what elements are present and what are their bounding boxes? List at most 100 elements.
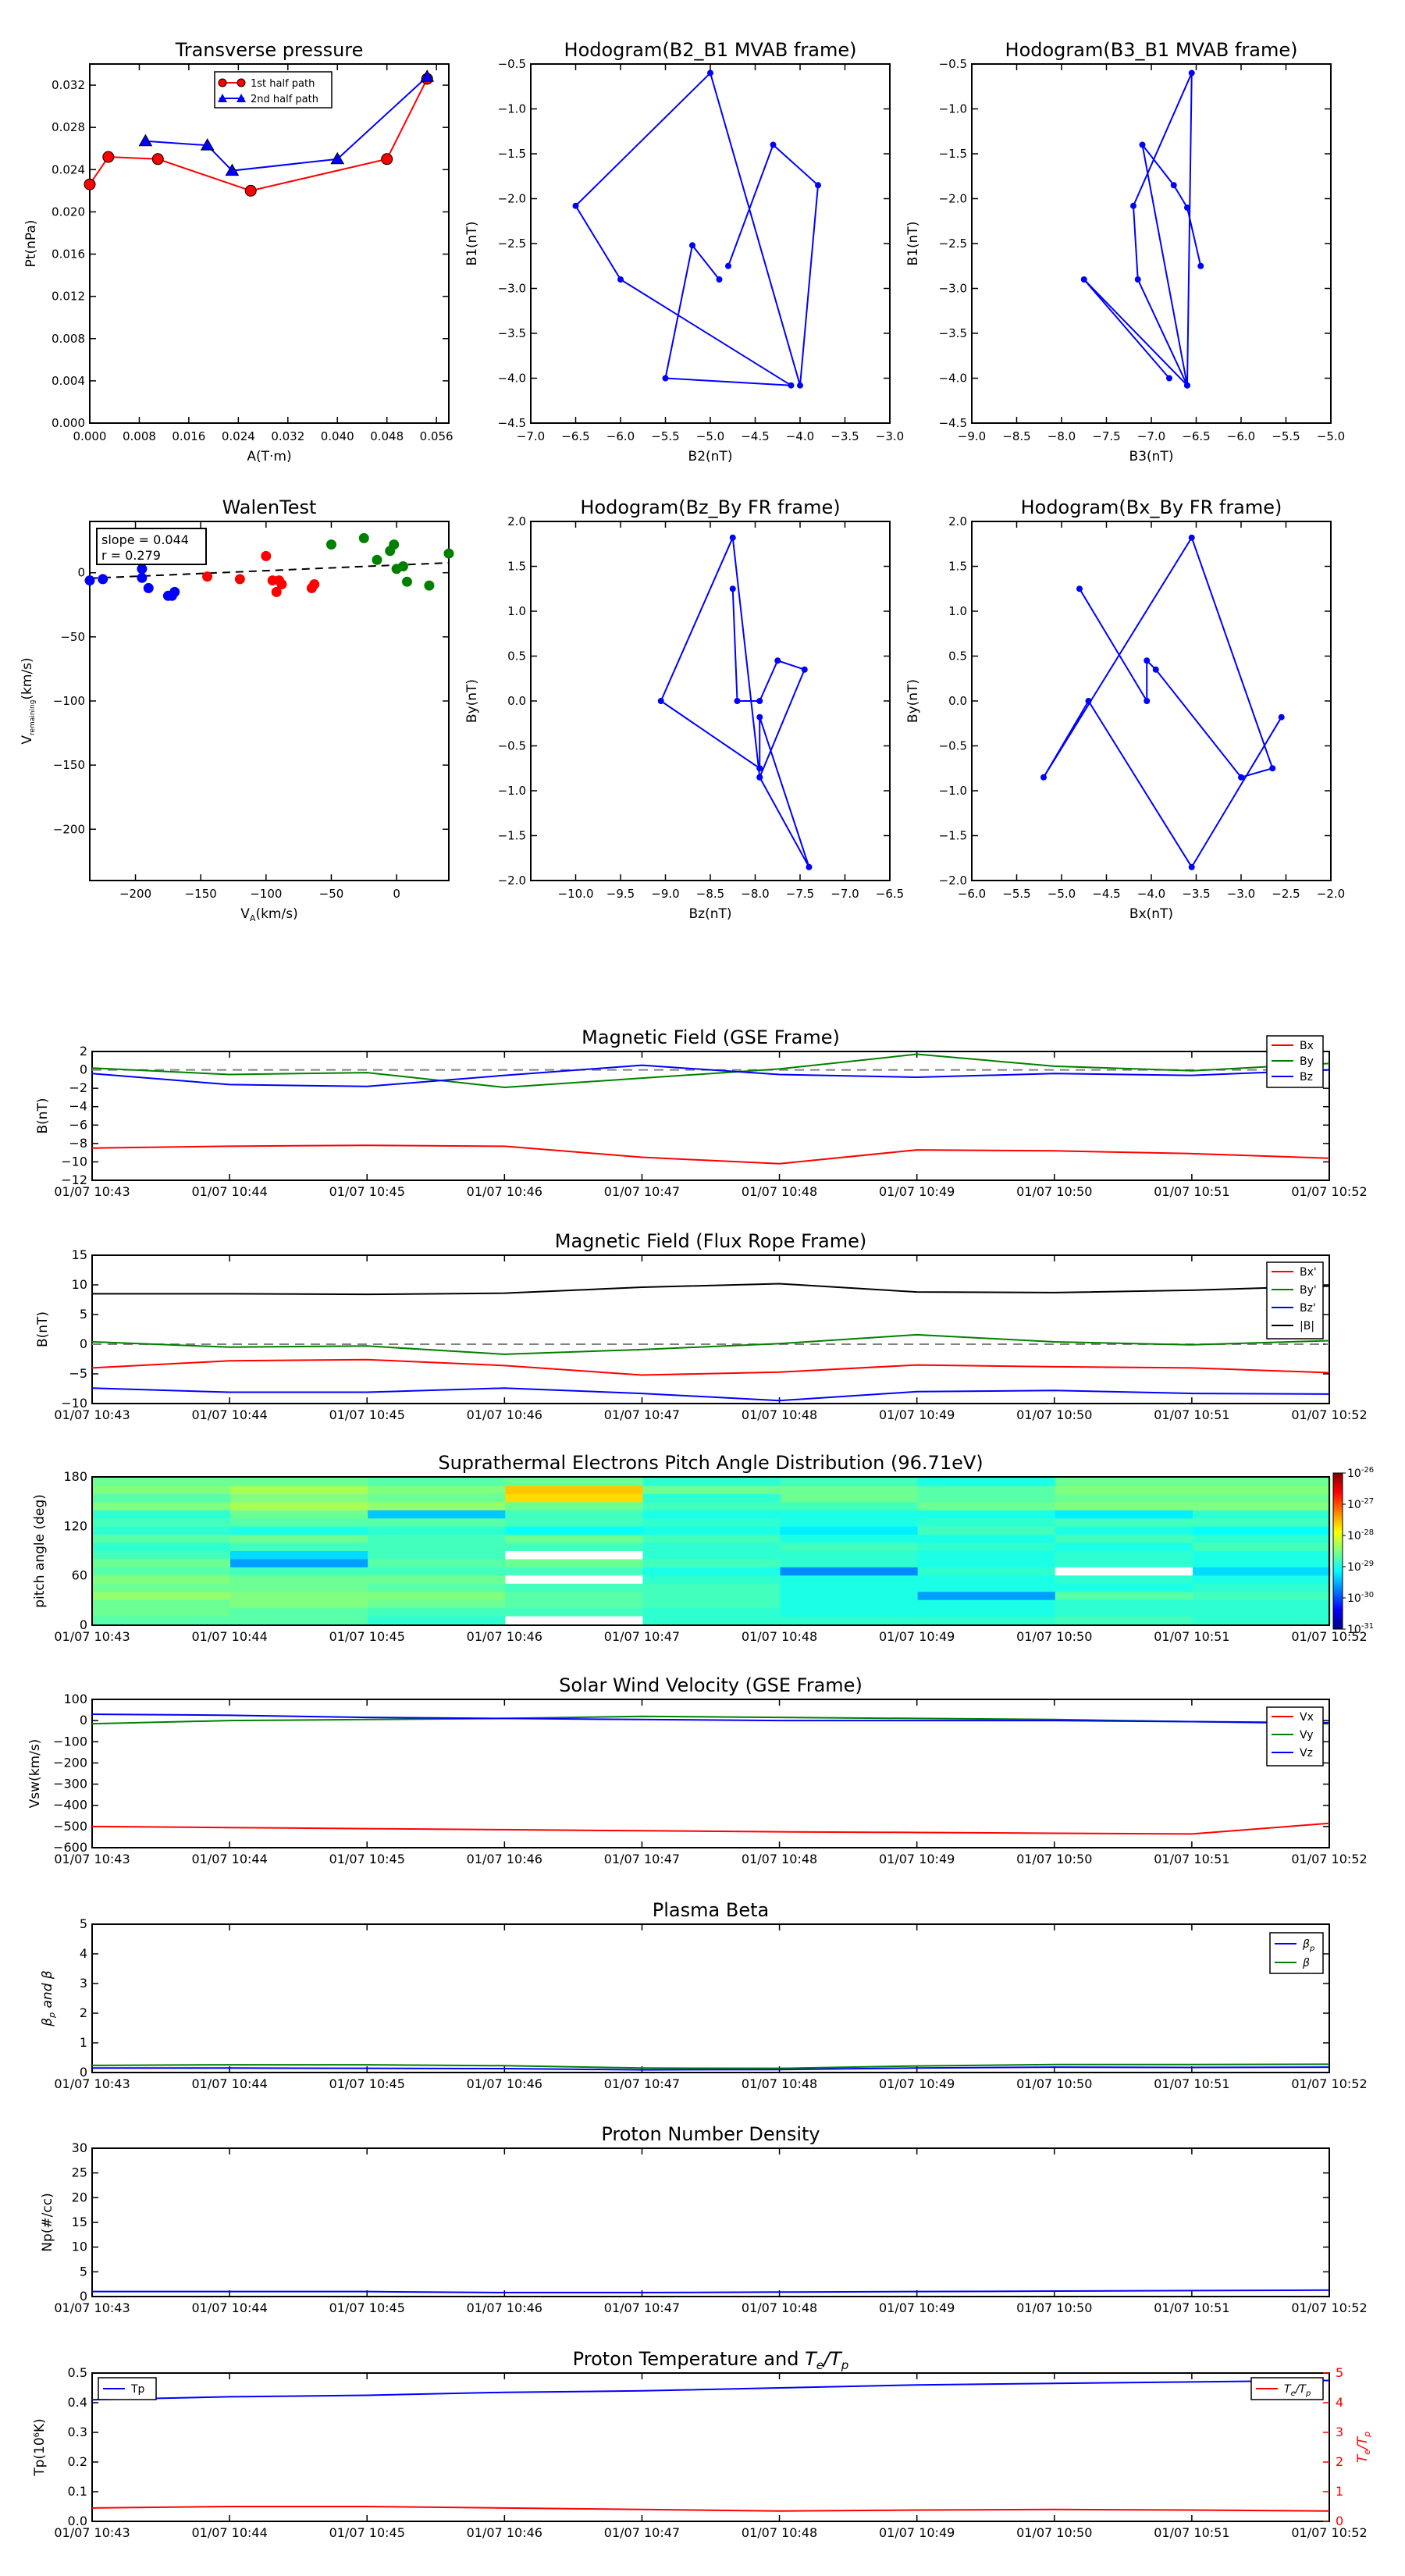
walen_test-panel: −200 −150 −100 −50 0 −200 −150 −100 −50 0 WalenTes… [20,496,454,923]
pad-cell [368,1542,506,1552]
hodogram_bx_by-series-point [1278,713,1285,720]
pad-cell [917,1518,1056,1528]
pad-cell [780,1583,919,1592]
pad-ytick-label: 0 [80,1617,87,1632]
pad-cell [780,1559,919,1568]
pad-cell [93,1518,231,1528]
vsw-ytick-label: −500 [53,1819,87,1834]
hodogram_bz_by-ytick-label: −1.0 [498,784,526,798]
mag_gse-legend-label: Bz [1300,1071,1313,1083]
pad-cell [505,1485,643,1495]
hodogram_b3_b1-ylabel: B1(nT) [905,222,921,266]
hodogram_bz_by-series-point [756,698,763,704]
pad-cell [505,1518,643,1528]
pad-cell [780,1478,919,1486]
pad-cell [780,1493,919,1503]
pad-cell [93,1567,231,1576]
pad-xtick-label: 01/07 10:48 [742,1629,817,1644]
mag_gse-legend-label: By [1300,1055,1314,1068]
pad-cell [230,1526,368,1535]
walen-fit-line [89,561,450,579]
pad-cell [93,1592,231,1601]
mag_fr-xtick-label: 01/07 10:45 [329,1407,405,1422]
hodogram_bz_by-ytick-label: −1.5 [498,829,526,843]
pad-cell [1192,1485,1331,1495]
np-xtick-label: 01/07 10:50 [1016,2300,1092,2315]
tp-xtick-label: 01/07 10:46 [467,2525,542,2540]
pad-cell [1055,1493,1193,1503]
walen-annotation-text: r = 0.279 [101,548,161,563]
walen_test-xtick-label: −100 [250,887,282,901]
hodogram_b3_b1-ytick-label: −1.0 [939,102,967,116]
hodogram_b2_b1-xtick-label: −4.5 [741,429,769,443]
mag_fr-legend-label: |B| [1300,1320,1314,1332]
pad-xtick-label: 01/07 10:52 [1291,1629,1367,1644]
transverse_pressure-xtick-label: 0.048 [370,429,404,443]
mag_fr-legend-label: Bx' [1300,1266,1317,1279]
hodogram_bx_by-xtick-label: −3.5 [1182,887,1210,901]
pad-cell [1055,1616,1193,1625]
beta-xtick-label: 01/07 10:45 [329,2076,405,2091]
hodogram_bz_by-series-point [756,713,763,720]
mag_gse-series-Bz [91,1064,1330,1087]
mag_gse-ytick-label: −8 [69,1136,87,1151]
tp-legend-left-label: Tp [130,2383,145,2396]
np-plot-frame [91,2147,1330,2297]
pad-cell [1192,1567,1331,1576]
np-title: Proton Number Density [601,2123,820,2145]
beta-xtick-label: 01/07 10:43 [54,2076,130,2091]
mag_gse-ylabel: B(nT) [35,1098,51,1133]
hodogram_b3_b1-series-point [1139,141,1146,148]
hodogram_bx_by-series-point [1238,774,1244,781]
hodogram_b3_b1-panel: −9.0 −8.5 −8.0 −7.5 −7.0 −6.5 −6.0 −5.5 −5.0 −4.5… [905,39,1345,464]
pad-cell [917,1478,1056,1486]
pad-cell [368,1599,506,1609]
walen-point [98,574,108,585]
hodogram_b2_b1-ytick-label: −3.5 [498,326,526,340]
pad-cell [1055,1575,1193,1585]
pad-cell [1192,1592,1331,1601]
pad-xtick-label: 01/07 10:49 [879,1629,955,1644]
pad-cell [780,1551,919,1560]
np-xtick-label: 01/07 10:48 [742,2300,817,2315]
walen-point [137,564,148,575]
pad-cell [505,1478,643,1486]
pad-cell [917,1485,1056,1495]
transverse_pressure-xtick-label: 0.016 [172,429,205,443]
pad-cell [642,1608,781,1617]
hodogram_bz_by-series-point [756,765,763,772]
walen-point [276,579,287,589]
hodogram_bx_by-xtick-label: −4.5 [1092,887,1120,901]
pt-legend-label: 1st half path [251,78,315,90]
hodogram_b3_b1-ytick-label: −4.0 [939,372,967,386]
hodogram_bz_by-xtick-label: −8.0 [741,887,769,901]
pad-cell [230,1567,368,1576]
hodogram_b3_b1-series-point [1080,276,1087,283]
hodogram_bz_by-series-point [729,534,736,541]
mag_fr-ylabel: B(nT) [35,1311,51,1347]
mag_fr-ytick-label: 10 [72,1277,87,1292]
pad-cell [1055,1583,1193,1592]
mag_fr-xtick-label: 01/07 10:47 [604,1407,680,1422]
hodogram_bx_by-xtick-label: −5.0 [1048,887,1076,901]
pad-cell [780,1542,919,1552]
pad-cell [230,1510,368,1519]
tp-ytick-right-label: 0 [1336,2514,1343,2528]
pad-cell [93,1551,231,1560]
beta-ytick-label: 0 [80,2065,87,2080]
beta-ytick-label: 4 [80,1946,87,1961]
hodogram_bx_by-series-point [1144,698,1151,704]
vsw-xtick-label: 01/07 10:47 [604,1852,680,1866]
hodogram_bx_by-ylabel: By(nT) [905,679,921,723]
hodogram_b3_b1-series-point [1184,205,1190,211]
pad-cell [1192,1559,1331,1568]
tp-xtick-label: 01/07 10:45 [329,2525,405,2540]
pad-ytick-label: 180 [63,1469,87,1484]
hodogram_bx_by-xlabel: Bx(nT) [1129,906,1173,922]
pad-cell [1192,1478,1331,1486]
transverse_pressure-xtick-label: 0.032 [271,429,304,443]
hodogram_b3_b1-series-point [1170,182,1177,189]
pad-cell [1055,1592,1193,1601]
hodogram_bz_by-ytick-label: 1.5 [507,560,526,574]
hodogram_bz_by-title: Hodogram(Bz_By FR frame) [580,496,840,518]
